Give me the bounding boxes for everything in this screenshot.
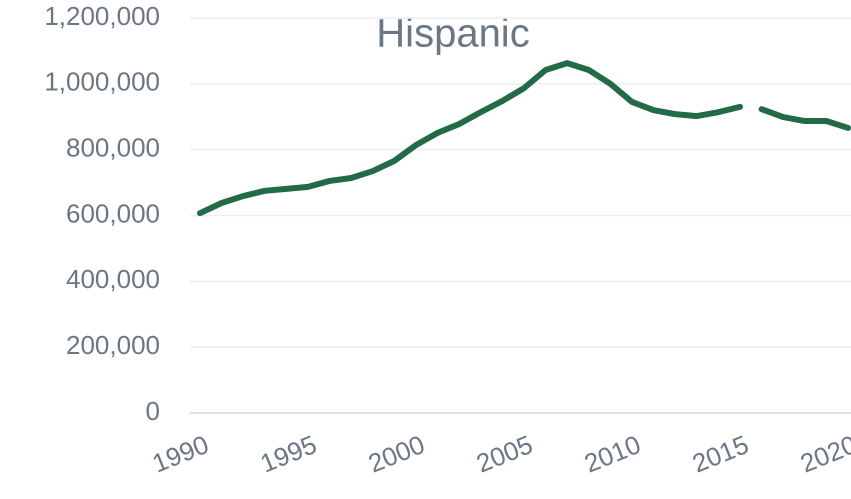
line-series [758, 106, 851, 131]
x-tick-label: 2010 [580, 429, 645, 478]
x-tick-label: 2020 [796, 429, 851, 478]
y-tick-label: 400,000 [66, 264, 160, 294]
y-tick-label: 800,000 [66, 133, 160, 163]
y-tick-label: 0 [146, 396, 160, 426]
x-tick-label: 1990 [148, 429, 213, 478]
y-tick-label: 1,200,000 [44, 1, 160, 31]
x-tick-label: 2005 [472, 429, 537, 478]
x-tick-label: 1995 [256, 429, 321, 478]
x-tick-label: 2000 [364, 429, 429, 478]
line-series [197, 60, 743, 217]
chart-title: Hispanic [376, 12, 529, 56]
x-tick-label: 2015 [688, 429, 753, 478]
y-tick-label: 200,000 [66, 330, 160, 360]
y-tick-label: 1,000,000 [44, 67, 160, 97]
y-tick-label: 600,000 [66, 198, 160, 228]
